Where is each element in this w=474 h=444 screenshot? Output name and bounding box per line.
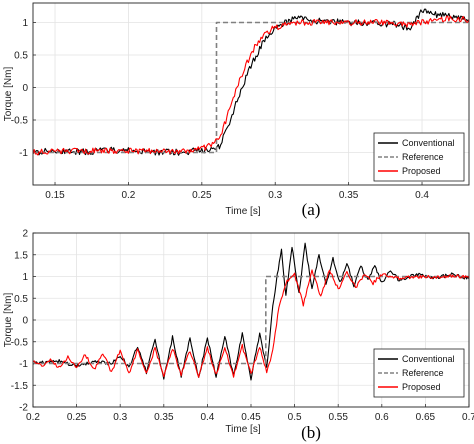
chart-a: 0.15 0.2 0.25 0.3 0.35 0.4 -1 -0.5 0 0.5 1 Time [s]… [3, 2, 470, 219]
x-tick-label: 0.65 [416, 412, 436, 423]
x-tick-label: 0.3 [113, 412, 127, 423]
y-tick-label: 1 [22, 272, 28, 283]
y-tick-label: 1.5 [14, 250, 28, 261]
x-tick-label: 0.15 [45, 190, 65, 201]
x-axis-label: Time [s] [225, 424, 260, 435]
axes-frame [32, 232, 470, 408]
panel-label: (b) [301, 423, 321, 442]
x-tick-label: 0.35 [154, 412, 174, 423]
y-tick-label: 0 [22, 316, 28, 327]
legend: Conventional Reference Proposed [373, 132, 465, 182]
x-tick-label: 0.45 [241, 412, 261, 423]
y-tick-label: 1 [22, 18, 28, 29]
y-tick-label: 0.5 [14, 294, 28, 305]
series-group [33, 242, 469, 381]
legend-label-proposed: Proposed [402, 382, 441, 392]
x-tick-label: 0.2 [121, 190, 135, 201]
legend-label-conventional: Conventional [402, 138, 455, 148]
y-axis-label: Torque [Nm] [3, 67, 14, 122]
y-axis-label: Torque [Nm] [3, 293, 14, 348]
x-tick-label: 0.2 [26, 412, 40, 423]
x-tick-label: 0.7 [462, 412, 474, 423]
series-line-reference [33, 21, 469, 154]
y-tick-label: 0.5 [14, 51, 28, 62]
x-tick-label: 0.35 [339, 190, 359, 201]
legend-box [373, 132, 465, 182]
x-tick-label: 0.5 [288, 412, 302, 423]
y-tick-label: -0.5 [11, 337, 29, 348]
chart-b: 0.2 0.25 0.3 0.35 0.4 0.45 0.5 0.55 0.6 0.65 0.7 -2… [3, 229, 474, 443]
axes-frame [32, 2, 470, 186]
x-tick-label: 0.25 [67, 412, 87, 423]
legend-label-reference: Reference [402, 368, 444, 378]
y-tick-label: -1.5 [11, 381, 29, 392]
y-tick-label: -2 [19, 403, 28, 414]
x-tick-label: 0.4 [415, 190, 429, 201]
y-tick-label: -1 [19, 148, 28, 159]
x-tick-label: 0.55 [328, 412, 348, 423]
legend-label-conventional: Conventional [402, 354, 455, 364]
panel-label: (a) [302, 200, 321, 219]
series-line-conventional [33, 242, 469, 381]
x-axis-label: Time [s] [225, 206, 260, 217]
legend: Conventional Reference Proposed [373, 348, 465, 398]
y-tick-label: -1 [19, 359, 28, 370]
x-tick-label: 0.6 [375, 412, 389, 423]
y-tick-label: -0.5 [11, 116, 29, 127]
legend-label-proposed: Proposed [402, 166, 441, 176]
x-tick-label: 0.3 [268, 190, 282, 201]
legend-label-reference: Reference [402, 152, 444, 162]
x-tick-label: 0.25 [192, 190, 212, 201]
series-line-proposed [33, 269, 469, 378]
y-tick-label: 0 [22, 83, 28, 94]
x-tick-label: 0.4 [200, 412, 214, 423]
series-line-proposed [33, 15, 469, 156]
y-tick-label: 2 [22, 229, 28, 240]
legend-box [373, 348, 465, 398]
series-group [33, 8, 469, 156]
